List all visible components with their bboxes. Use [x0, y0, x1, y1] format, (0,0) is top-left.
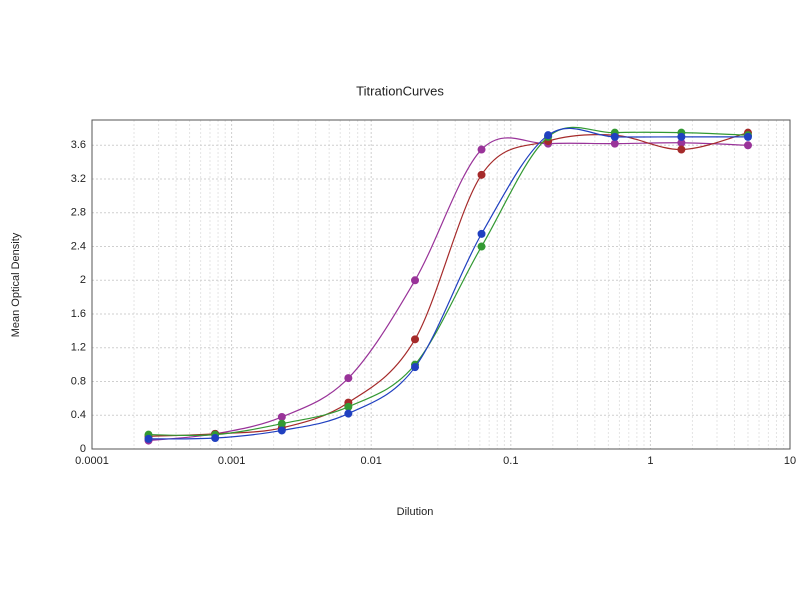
chart-title: TitrationCurves	[356, 83, 444, 98]
data-point	[344, 374, 353, 383]
x-tick-label: 0.01	[360, 455, 381, 467]
data-point	[344, 402, 353, 411]
x-tick-label: 10	[784, 455, 796, 467]
fit-curve	[148, 126, 748, 437]
y-axis-label: Mean Optical Density	[10, 232, 22, 337]
data-point	[277, 412, 286, 421]
data-point	[610, 132, 619, 141]
data-point	[743, 141, 752, 150]
data-point	[411, 335, 420, 344]
data-point	[477, 170, 486, 179]
data-point	[344, 409, 353, 418]
y-tick-label: 0.4	[71, 409, 86, 421]
data-point	[743, 132, 752, 141]
data-point	[477, 229, 486, 238]
data-point	[477, 242, 486, 251]
data-point	[277, 419, 286, 428]
x-axis-label: Dilution	[397, 506, 434, 518]
fit-curve	[148, 127, 748, 440]
fit-curve	[148, 137, 748, 442]
plot-frame	[91, 119, 791, 450]
y-tick-label: 1.2	[71, 342, 86, 354]
data-point	[211, 434, 220, 443]
y-tick-label: 2.4	[71, 240, 86, 252]
y-tick-label: 2	[80, 274, 86, 286]
data-point	[610, 139, 619, 148]
y-tick-label: 0	[80, 443, 86, 455]
data-point	[677, 132, 686, 141]
y-tick-label: 3.2	[71, 173, 86, 185]
data-point	[544, 131, 553, 140]
data-point	[411, 363, 420, 372]
fit-curve	[148, 132, 749, 437]
data-point	[144, 434, 153, 443]
y-tick-label: 0.8	[71, 375, 86, 387]
data-point	[411, 276, 420, 285]
y-tick-label: 2.8	[71, 207, 86, 219]
data-point	[677, 145, 686, 154]
y-tick-label: 3.6	[71, 139, 86, 151]
data-point	[677, 138, 686, 147]
x-tick-label: 0.1	[503, 455, 518, 467]
x-tick-label: 1	[647, 455, 653, 467]
y-tick-label: 1.6	[71, 308, 86, 320]
data-point	[277, 426, 286, 435]
data-point	[477, 145, 486, 154]
x-tick-label: 0.0001	[75, 455, 109, 467]
x-tick-label: 0.001	[218, 455, 246, 467]
